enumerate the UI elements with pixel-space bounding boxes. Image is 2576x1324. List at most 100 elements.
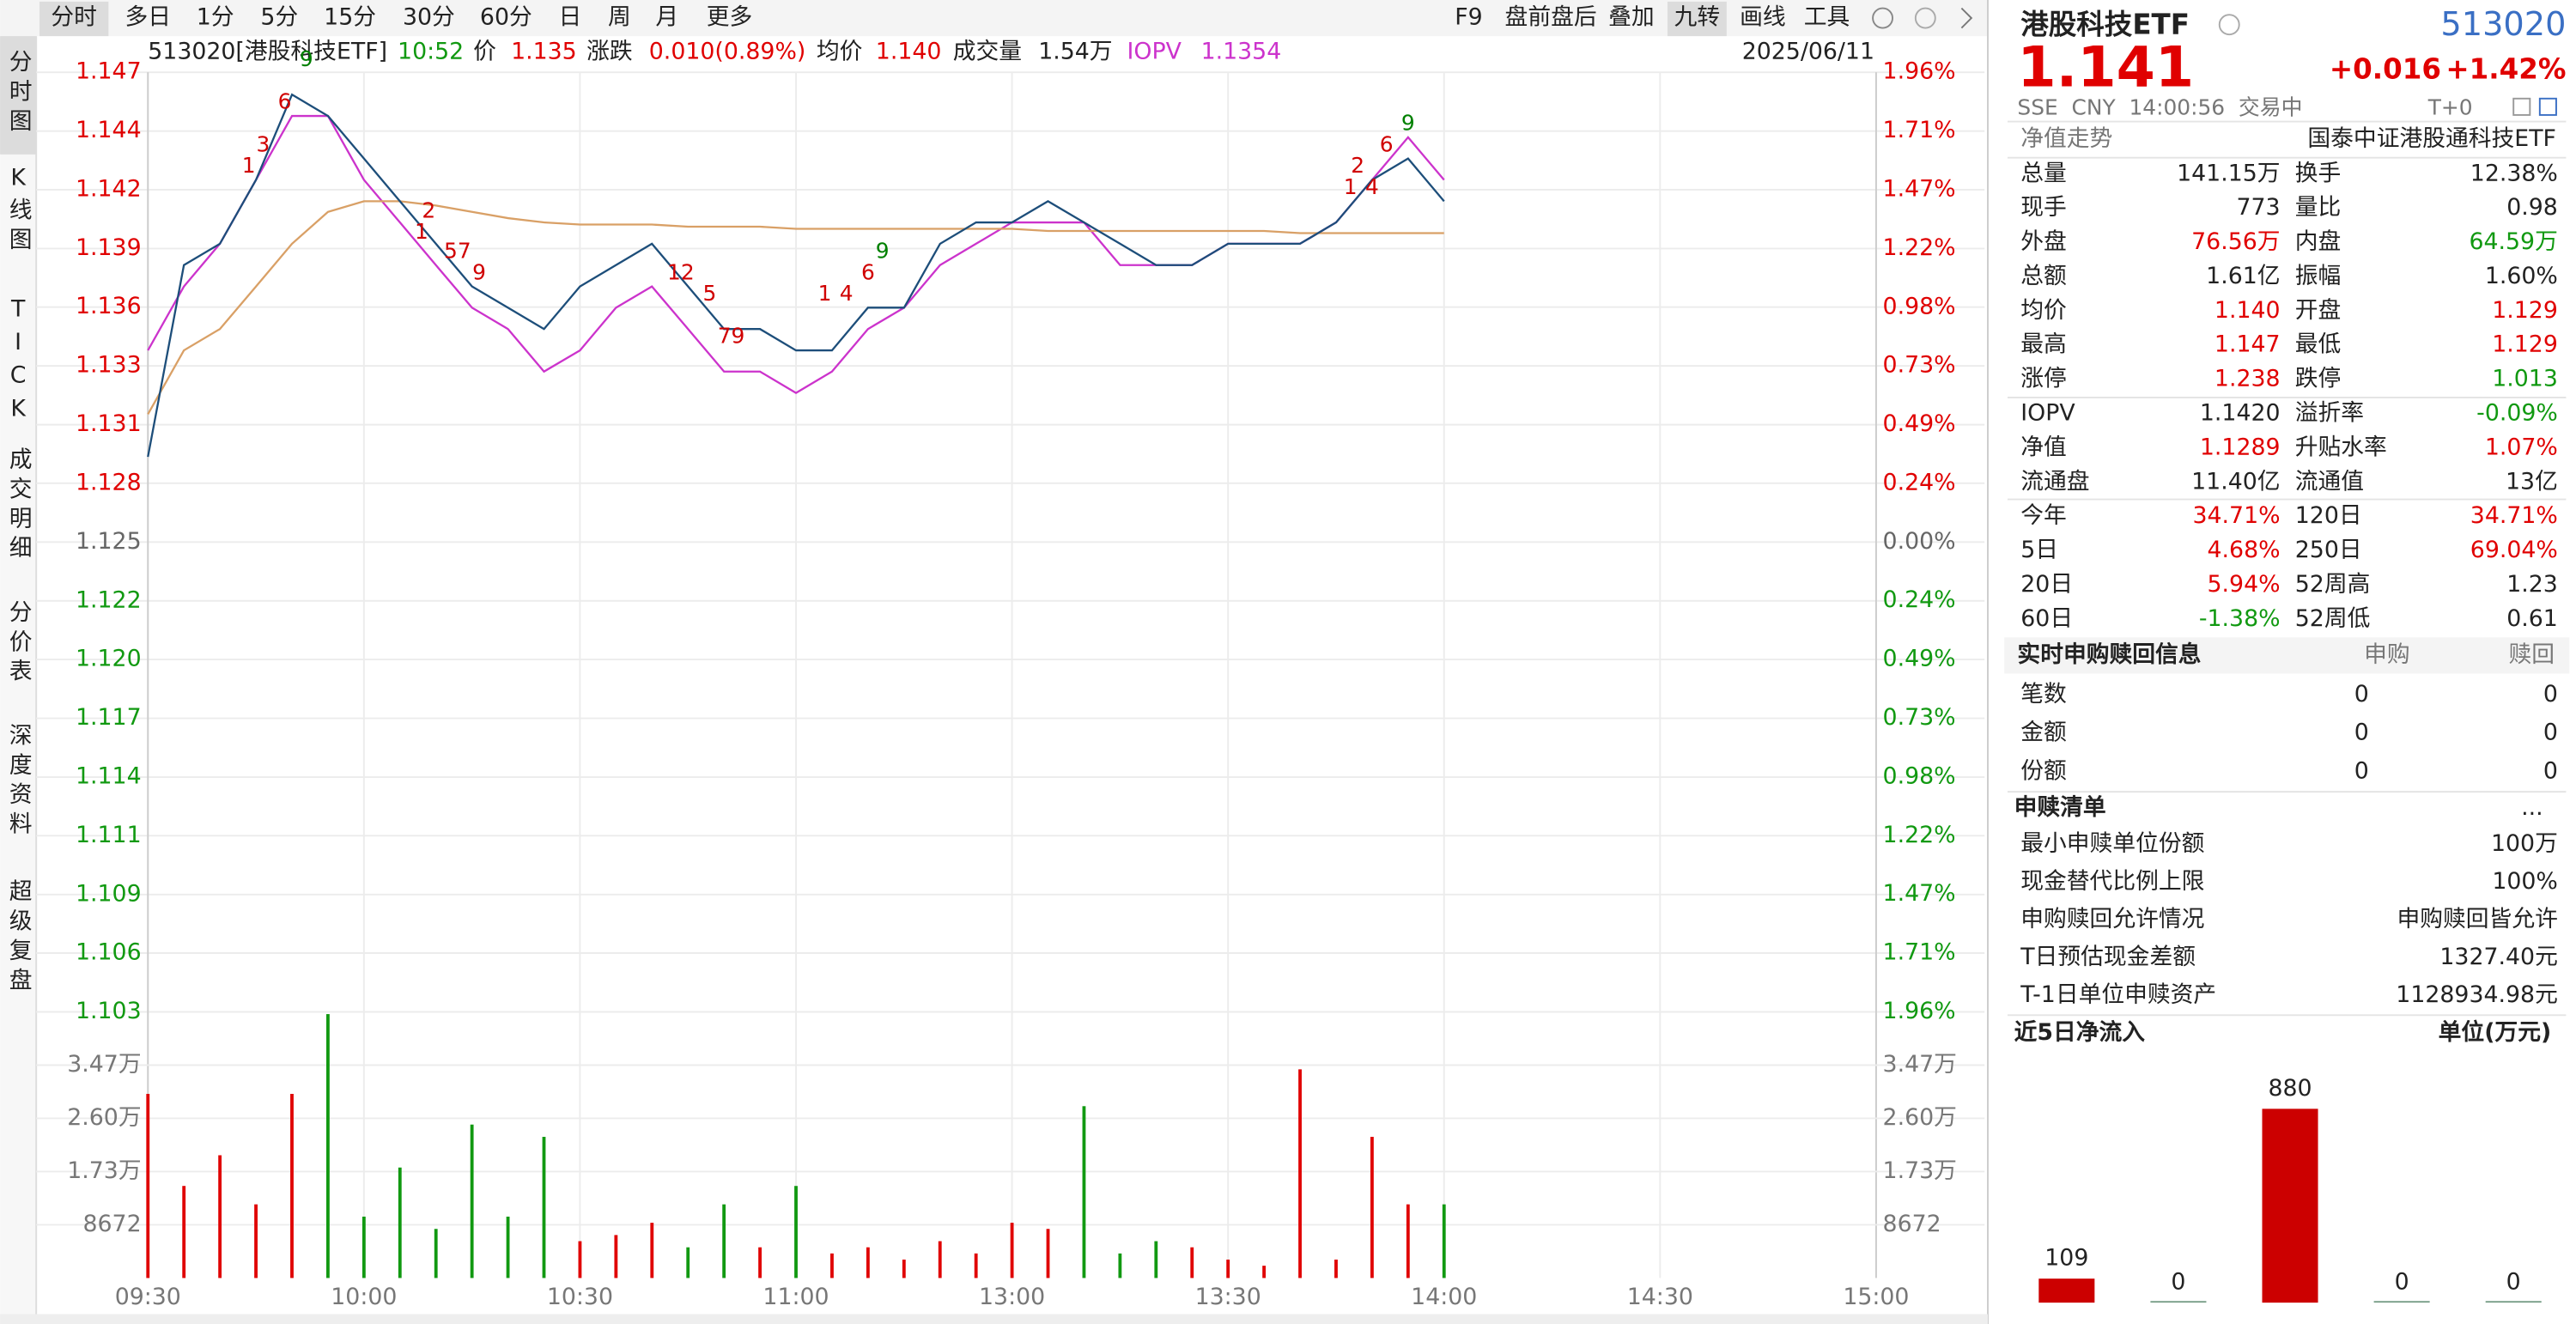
inflow-bar (2262, 1108, 2318, 1303)
td-mark: 1 (818, 281, 832, 306)
sidebar-tab[interactable]: K线图 (5, 164, 32, 257)
stat-value: 1.147 (2215, 331, 2281, 358)
volume-bar (866, 1247, 870, 1278)
tool-button[interactable]: F9 (1455, 4, 1482, 31)
info-time: 10:52 (398, 39, 464, 65)
sidebar-tab[interactable]: TICK (5, 295, 32, 428)
y2-tick-label: 0.73% (1883, 352, 1956, 379)
stat-value: 1.013 (2492, 366, 2558, 392)
sub-label: 笔数 (2020, 681, 2067, 708)
inflow-label: 0 (2171, 1269, 2185, 1296)
quote-name: 港股科技ETF (2020, 9, 2190, 41)
sidebar-tab[interactable]: 超级复盘 (5, 878, 32, 997)
price-line (147, 93, 1445, 458)
period-tab[interactable]: 日 (559, 4, 582, 31)
volume-bar (1118, 1253, 1122, 1278)
td-mark: 1 (1344, 174, 1358, 199)
info-icon[interactable] (2218, 14, 2240, 36)
y2-tick-label: 0.49% (1883, 410, 1956, 437)
inflow-bar (2038, 1278, 2095, 1303)
list-value: 申购赎回皆允许 (2397, 906, 2558, 932)
settings-icon[interactable] (1872, 7, 1893, 29)
stat-value: 12.38% (2470, 160, 2558, 186)
stat-label: 今年 (2020, 502, 2067, 529)
full-name: 国泰中证港股通科技ETF (2307, 125, 2556, 152)
help-icon[interactable] (1914, 7, 1936, 29)
td-mark: 1 (415, 219, 428, 244)
stat-value: 1.238 (2215, 366, 2281, 392)
period-tab[interactable]: 5分 (260, 4, 298, 31)
tool-button[interactable]: 九转 (1674, 4, 1721, 31)
sidebar-selected (0, 36, 37, 155)
tool-button[interactable]: 工具 (1804, 4, 1850, 31)
volume-bar (146, 1093, 150, 1278)
td-mark: 79 (718, 324, 745, 349)
period-tab[interactable]: 月 (655, 4, 678, 31)
td-mark: 9 (300, 46, 313, 71)
info-date: 2025/06/11 (1742, 39, 1874, 65)
volume-bar (902, 1259, 906, 1278)
sidebar-tab[interactable]: 分时图 (5, 49, 32, 137)
y-tick-label: 1.136 (76, 293, 142, 319)
stat-value: 1.60% (2485, 263, 2558, 289)
volume-bar (1082, 1106, 1086, 1278)
stat-value: 1.1289 (2200, 434, 2281, 460)
list-value: 1327.40元 (2439, 944, 2557, 970)
inflow-label: 0 (2506, 1269, 2521, 1296)
info-value: 1.140 (876, 39, 942, 65)
td-mark: 3 (257, 131, 270, 156)
more[interactable]: ... (2521, 794, 2543, 821)
sub-label: 份额 (2020, 758, 2067, 785)
volume-bar (578, 1241, 582, 1278)
volume-bar (1334, 1259, 1338, 1278)
volume-bar (182, 1186, 186, 1278)
y2-tick-label: 1.22% (1883, 234, 1956, 261)
scrollbar (0, 1314, 1989, 1324)
next-icon[interactable] (1960, 7, 1973, 29)
tool-button[interactable]: 盘前盘后 (1505, 4, 1597, 31)
y2-tick-label: 0.00% (1883, 528, 1956, 555)
volume-bar (758, 1247, 762, 1278)
y2-tick-label: 0.24% (1883, 586, 1956, 613)
tool-button[interactable]: 叠加 (1608, 4, 1655, 31)
list-label: T日预估现金差额 (2020, 944, 2196, 970)
td-mark: 12 (667, 259, 695, 284)
price-line (147, 200, 1444, 416)
sidebar-tab[interactable]: 分价表 (5, 599, 32, 688)
nav-trend[interactable]: 净值走势 (2020, 125, 2112, 152)
period-tab[interactable]: 15分 (324, 4, 376, 31)
y2-tick-label: 1.71% (1883, 939, 1956, 966)
period-tab[interactable]: 分时 (51, 4, 97, 31)
period-tab[interactable]: 更多 (707, 4, 753, 31)
period-tab[interactable]: 30分 (403, 4, 455, 31)
volume-bar (398, 1167, 402, 1278)
stat-value: 141.15万 (2177, 160, 2280, 186)
column-header: 赎回 (2509, 641, 2555, 668)
volume-bar (1190, 1247, 1194, 1278)
sidebar-tab[interactable]: 深度资料 (5, 722, 32, 841)
period-tab[interactable]: 周 (608, 4, 631, 31)
period-tab[interactable]: 1分 (197, 4, 234, 31)
tool-button[interactable]: 画线 (1740, 4, 1786, 31)
list-value: 1128934.98元 (2396, 981, 2558, 1008)
icon[interactable] (2538, 97, 2557, 116)
stat-label: 净值 (2020, 434, 2067, 460)
y2-tick-label: 1.47% (1883, 880, 1956, 907)
x-tick-label: 10:00 (331, 1284, 397, 1310)
stat-label: 20日 (2020, 571, 2073, 598)
y2-tick-label: 1.71% (1883, 117, 1956, 143)
sidebar-tab[interactable]: 成交明细 (5, 446, 32, 565)
icon[interactable] (2512, 97, 2531, 116)
stat-label: 量比 (2295, 194, 2342, 221)
inflow-label: 109 (2044, 1245, 2088, 1272)
td-mark: 6 (1380, 131, 1394, 156)
period-tab[interactable]: 60分 (480, 4, 532, 31)
stat-label: 总额 (2020, 263, 2067, 289)
toolbar (0, 0, 1989, 37)
period-tab[interactable]: 多日 (125, 4, 172, 31)
x-tick-label: 10:30 (547, 1284, 613, 1310)
inflow-label: 0 (2395, 1269, 2409, 1296)
list-label: 申购赎回允许情况 (2020, 906, 2204, 932)
volume-bar (1262, 1266, 1267, 1278)
